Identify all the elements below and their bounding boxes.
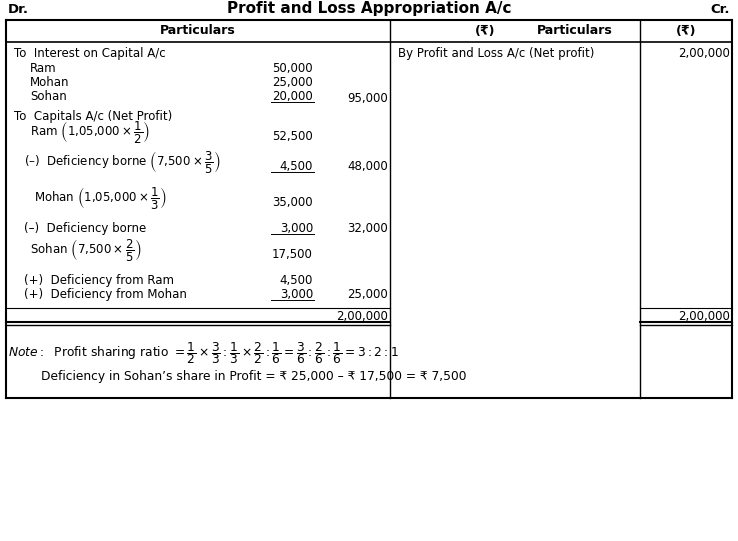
- Text: 25,000: 25,000: [348, 288, 388, 301]
- Text: 95,000: 95,000: [348, 92, 388, 105]
- Text: Mohan $\left(1{,}05{,}000\times\dfrac{1}{3}\right)$: Mohan $\left(1{,}05{,}000\times\dfrac{1}…: [34, 185, 167, 211]
- Text: Profit and Loss Appropriation A/c: Profit and Loss Appropriation A/c: [227, 1, 511, 16]
- Text: (–)  Deficiency borne: (–) Deficiency borne: [24, 222, 146, 235]
- Text: 17,500: 17,500: [272, 248, 313, 261]
- Text: 2,00,000: 2,00,000: [678, 47, 730, 60]
- Text: 20,000: 20,000: [272, 90, 313, 103]
- Text: 2,00,000: 2,00,000: [678, 310, 730, 323]
- Text: 48,000: 48,000: [348, 160, 388, 173]
- Text: 50,000: 50,000: [272, 62, 313, 75]
- Text: Deficiency in Sohan’s share in Profit = ₹ 25,000 – ₹ 17,500 = ₹ 7,500: Deficiency in Sohan’s share in Profit = …: [41, 370, 466, 383]
- Text: Particulars: Particulars: [160, 24, 236, 37]
- Text: $\mathit{Note:}$  Profit sharing ratio $= \dfrac{1}{2} \times \dfrac{3}{3} : \df: $\mathit{Note:}$ Profit sharing ratio $=…: [8, 340, 399, 366]
- Text: 35,000: 35,000: [272, 196, 313, 209]
- Text: By Profit and Loss A/c (Net profit): By Profit and Loss A/c (Net profit): [398, 47, 594, 60]
- Text: Dr.: Dr.: [8, 3, 29, 16]
- Text: 25,000: 25,000: [272, 76, 313, 89]
- Text: Sohan: Sohan: [30, 90, 66, 103]
- Text: 32,000: 32,000: [348, 222, 388, 235]
- Text: Particulars: Particulars: [537, 24, 613, 37]
- Text: Mohan: Mohan: [30, 76, 69, 89]
- Text: Ram: Ram: [30, 62, 57, 75]
- Text: Ram $\left(1{,}05{,}000\times\dfrac{1}{2}\right)$: Ram $\left(1{,}05{,}000\times\dfrac{1}{2…: [30, 119, 150, 145]
- Text: 4,500: 4,500: [280, 274, 313, 287]
- Text: 3,000: 3,000: [280, 222, 313, 235]
- Text: 3,000: 3,000: [280, 288, 313, 301]
- Text: To  Interest on Capital A/c: To Interest on Capital A/c: [14, 47, 165, 60]
- Text: (₹): (₹): [475, 24, 495, 37]
- Text: 2,00,000: 2,00,000: [336, 310, 388, 323]
- Text: (₹): (₹): [676, 24, 696, 37]
- Text: 52,500: 52,500: [272, 130, 313, 143]
- Text: 4,500: 4,500: [280, 160, 313, 173]
- Text: To  Capitals A/c (Net Profit): To Capitals A/c (Net Profit): [14, 110, 172, 123]
- Text: (–)  Deficiency borne $\left(7{,}500\times\dfrac{3}{5}\right)$: (–) Deficiency borne $\left(7{,}500\time…: [24, 149, 221, 175]
- Text: (+)  Deficiency from Mohan: (+) Deficiency from Mohan: [24, 288, 187, 301]
- Text: Sohan $\left(7{,}500\times\dfrac{2}{5}\right)$: Sohan $\left(7{,}500\times\dfrac{2}{5}\r…: [30, 237, 142, 263]
- Text: (+)  Deficiency from Ram: (+) Deficiency from Ram: [24, 274, 174, 287]
- Text: Cr.: Cr.: [711, 3, 730, 16]
